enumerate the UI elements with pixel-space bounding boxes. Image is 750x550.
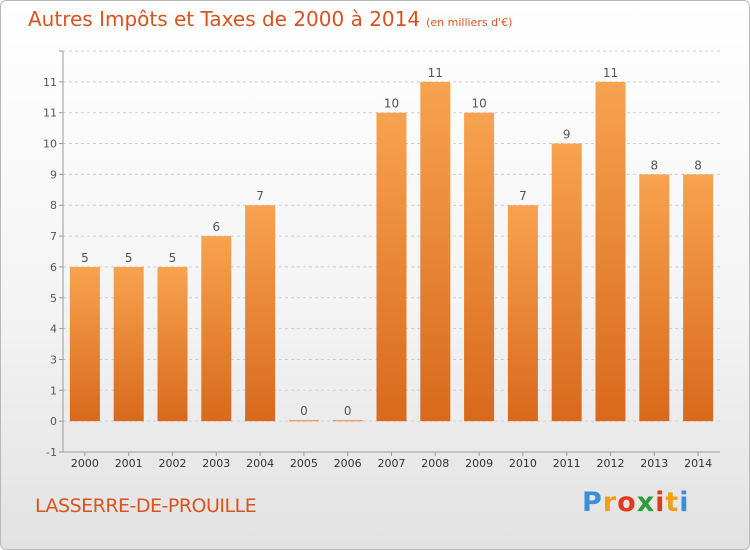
labels: 2000 5 2001 5 2002 5 2003 6 2004 7 2005 0 2006 0 2007 1… [71, 66, 712, 470]
bar-value-label: 11 [428, 66, 443, 80]
bar [507, 205, 538, 422]
logo-letter: o [617, 487, 637, 518]
bar-value-label: 11 [603, 66, 618, 80]
place-name: LASSERRE-DE-PROUILLE [35, 495, 257, 517]
bar [595, 81, 626, 422]
bar [639, 174, 670, 422]
bar-value-label: 0 [344, 404, 352, 418]
logo-letter: i [655, 487, 666, 518]
bar [288, 420, 319, 422]
x-tick-label: 2011 [553, 457, 581, 470]
x-tick-label: 2004 [246, 457, 274, 470]
bar [157, 266, 188, 422]
y-tick-label: 7 [50, 230, 57, 243]
bar [551, 143, 582, 422]
y-tick-label: 1 [50, 384, 57, 397]
bar [113, 266, 144, 422]
bar-value-label: 5 [125, 251, 133, 265]
bars [69, 81, 714, 422]
logo-letter: P [582, 487, 603, 518]
x-tick-label: 2012 [597, 457, 625, 470]
bar-value-label: 8 [650, 158, 658, 172]
x-tick-label: 2010 [509, 457, 537, 470]
x-tick-label: 2005 [290, 457, 318, 470]
x-tick-label: 2006 [334, 457, 362, 470]
chart-unit-label: (en milliers d'€) [426, 16, 513, 29]
bar [464, 112, 495, 422]
y-tick-label: 9 [50, 168, 57, 181]
bar-value-label: 9 [563, 128, 571, 142]
x-tick-label: 2001 [115, 457, 143, 470]
bar-value-label: 0 [300, 404, 308, 418]
x-tick-label: 2014 [684, 457, 712, 470]
bar-value-label: 10 [384, 97, 399, 111]
chart-title-text: Autres Impôts et Taxes de 2000 à 2014 [28, 7, 421, 31]
y-tick-label: 6 [50, 261, 57, 274]
chart-title: Autres Impôts et Taxes de 2000 à 2014 (en… [28, 7, 512, 31]
logo-letter: r [602, 487, 618, 518]
y-tick-label: 5 [50, 292, 57, 305]
x-tick-label: 2008 [421, 457, 449, 470]
bar-value-label: 7 [256, 189, 264, 203]
logo-letter: t [665, 487, 680, 518]
bar [332, 420, 363, 422]
bar-value-label: 10 [471, 97, 486, 111]
y-tick-label: 10 [43, 138, 57, 151]
bar-value-label: 5 [81, 251, 89, 265]
y-tick-label: 3 [50, 353, 57, 366]
logo-letter: x [636, 487, 656, 518]
x-tick-label: 2013 [640, 457, 668, 470]
proxiti-logo: Proxiti [582, 487, 690, 518]
x-tick-label: 2007 [378, 457, 406, 470]
bar [245, 205, 276, 422]
bar [201, 236, 232, 422]
logo-letter: i [679, 487, 690, 518]
bar [69, 266, 100, 422]
axes: -1 0 1 3 4 5 6 7 8 9 10 11 11 [43, 50, 720, 459]
bar-value-label: 6 [212, 220, 220, 234]
y-tick-label: 4 [50, 323, 57, 336]
bar-value-label: 8 [694, 158, 702, 172]
y-tick-label: 0 [50, 415, 57, 428]
bar-value-label: 7 [519, 189, 527, 203]
x-tick-label: 2002 [159, 457, 187, 470]
y-tick-label: -1 [46, 446, 57, 459]
bar [683, 174, 714, 422]
x-tick-label: 2000 [71, 457, 99, 470]
y-tick-label: 8 [50, 199, 57, 212]
x-tick-label: 2003 [202, 457, 230, 470]
bar [376, 112, 407, 422]
y-tick-label: 11 [43, 107, 57, 120]
x-tick-label: 2009 [465, 457, 493, 470]
bar [420, 81, 451, 422]
y-tick-label: 11 [43, 76, 57, 89]
bar-value-label: 5 [169, 251, 177, 265]
